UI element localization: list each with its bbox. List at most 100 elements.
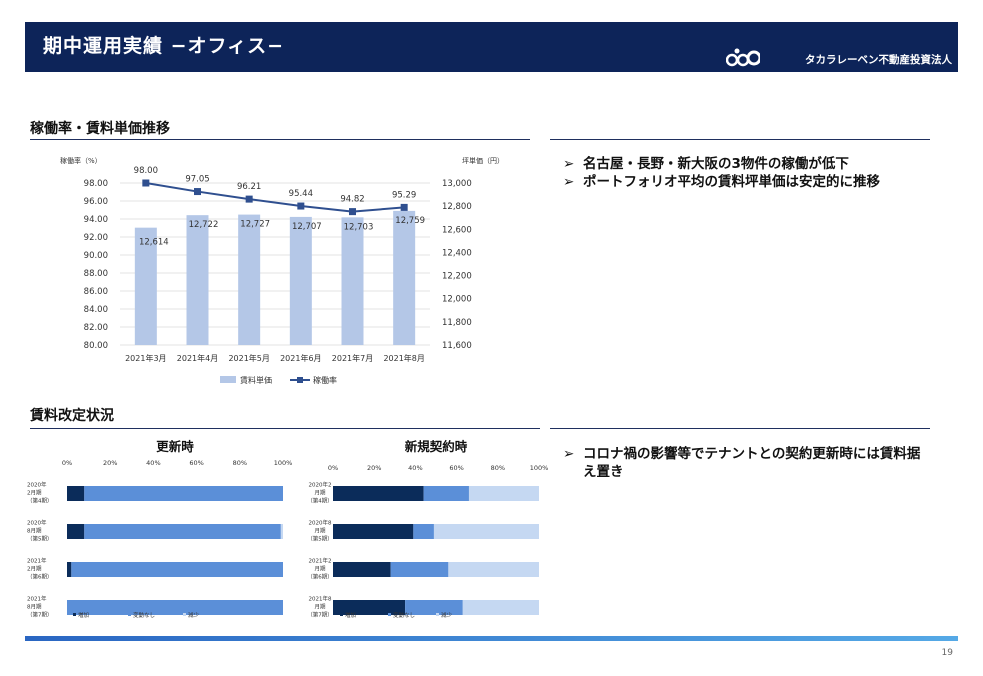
stacked-segment-変動なし	[423, 486, 469, 501]
legend-label: 減少	[441, 611, 453, 619]
row-label: 月期	[314, 528, 326, 535]
legend-swatch	[388, 613, 391, 616]
occupancy-point	[194, 188, 201, 196]
row-label: 2021年8	[309, 595, 332, 603]
row-label: 2020年8	[309, 519, 332, 527]
row-label: 2月期	[27, 566, 42, 573]
rent-bar-label: 12,722	[189, 220, 219, 230]
x-tick-label: 80%	[491, 464, 505, 472]
rent-bar	[341, 217, 364, 345]
legend-swatch-rent	[220, 376, 236, 383]
y-axis-left-label: 稼働率（%）	[60, 156, 102, 165]
x-tick-label: 2021年7月	[332, 353, 373, 363]
y-tick-left: 90.00	[84, 251, 108, 261]
row-label: 2020年	[27, 519, 47, 527]
occupancy-label: 95.29	[392, 190, 416, 200]
rent-bar	[289, 216, 312, 345]
footer-bar	[25, 636, 958, 641]
legend-swatch	[183, 613, 186, 616]
x-tick-label: 2021年5月	[228, 353, 269, 363]
row-label: （第6期）	[307, 573, 333, 581]
section-title-occupancy: 稼働率・賃料単価推移	[30, 121, 170, 137]
occupancy-point	[142, 179, 150, 187]
y-tick-left: 82.00	[84, 323, 108, 333]
y-tick-right: 12,800	[442, 202, 472, 212]
stacked-segment-変動なし	[84, 524, 281, 539]
bullet-list-occupancy: ➢ 名古屋・長野・新大阪の3物件の稼働が低下 ➢ ポートフォリオ平均の賃料坪単価は安…	[563, 155, 923, 191]
rent-bar	[393, 210, 416, 345]
legend-swatch	[340, 613, 343, 616]
occupancy-label: 95.44	[289, 189, 313, 199]
x-tick-label: 60%	[449, 464, 463, 472]
y-tick-left: 80.00	[84, 341, 108, 351]
stacked-segment-増加	[67, 524, 85, 539]
page-title: 期中運用実績 −オフィス−	[43, 35, 285, 57]
stacked-segment-減少	[433, 524, 539, 539]
section-title-rent-revision: 賃料改定状況	[30, 408, 114, 424]
x-tick-label: 100%	[274, 459, 293, 467]
y-tick-left: 94.00	[84, 215, 108, 225]
section-divider	[550, 139, 930, 140]
occupancy-point	[349, 208, 356, 216]
rent-bar-label: 12,707	[292, 222, 322, 232]
legend-label: 増加	[78, 611, 89, 619]
stacked-segment-増加	[333, 562, 391, 577]
row-label: （第4期）	[307, 497, 333, 505]
row-label: 2020年	[27, 481, 47, 489]
row-label: 月期	[314, 604, 326, 611]
legend-swatch	[436, 613, 439, 616]
section-divider	[550, 428, 930, 429]
x-tick-label: 20%	[367, 464, 381, 472]
legend-label-rent: 賃料単価	[240, 375, 272, 385]
stacked-segment-減少	[462, 600, 539, 615]
stacked-segment-増加	[67, 486, 85, 501]
y-tick-right: 12,400	[442, 248, 472, 258]
y-tick-left: 84.00	[84, 305, 108, 315]
rent-bar	[238, 214, 261, 345]
legend-label: 増加	[345, 611, 356, 619]
page-number: 19	[941, 648, 953, 658]
stacked-segment-減少	[280, 524, 283, 539]
y-tick-right: 11,800	[442, 318, 472, 328]
row-label: 月期	[314, 490, 326, 497]
occupancy-point	[400, 203, 408, 211]
stacked-segment-増加	[333, 524, 414, 539]
company-logo-icon	[726, 48, 760, 67]
x-tick-label: 100%	[530, 464, 549, 472]
occupancy-point	[245, 195, 253, 203]
row-label: （第7期）	[307, 611, 333, 619]
x-tick-label: 40%	[408, 464, 422, 472]
row-label: 2月期	[27, 490, 42, 497]
x-tick-label: 20%	[103, 459, 117, 467]
section-divider	[30, 428, 540, 429]
legend-swatch	[73, 613, 76, 616]
chart-title: 更新時	[156, 439, 194, 454]
bullet-item: ➢ コロナ禍の影響等でテナントとの契約更新時には賃料据え置き	[563, 446, 921, 480]
x-tick-label: 2021年3月	[125, 353, 166, 363]
stacked-segment-変動なし	[413, 524, 434, 539]
occupancy-line	[145, 182, 405, 213]
row-label: 月期	[314, 566, 326, 573]
arrow-bullet-icon: ➢	[563, 446, 575, 462]
rent-bar-label: 12,759	[395, 216, 425, 226]
legend-label: 変動なし	[393, 611, 415, 619]
occupancy-label: 96.21	[237, 182, 261, 192]
stacked-segment-減少	[448, 562, 539, 577]
company-name: タカラレーベン不動産投資法人	[805, 54, 952, 66]
x-tick-label: 0%	[328, 464, 338, 472]
rent-bar	[134, 227, 157, 345]
rent-bar	[186, 215, 209, 345]
occupancy-rent-chart: 稼働率（%） 坪単価（円） 80.00 82.00 84.00 86.00 88.00 90.…	[60, 156, 504, 385]
row-label: 2021年2	[309, 557, 332, 565]
y-axis-right-label: 坪単価（円）	[462, 156, 504, 165]
x-tick-label: 2021年8月	[383, 353, 424, 363]
stacked-segment-増加	[67, 562, 72, 577]
y-tick-left: 92.00	[84, 233, 108, 243]
rent-bar-label: 12,703	[344, 222, 374, 232]
legend-label-occupancy: 稼働率	[313, 375, 337, 385]
section-divider	[30, 139, 530, 140]
occupancy-label: 98.00	[134, 166, 158, 176]
bullet-item: ➢ ポートフォリオ平均の賃料坪単価は安定的に推移	[563, 174, 880, 190]
